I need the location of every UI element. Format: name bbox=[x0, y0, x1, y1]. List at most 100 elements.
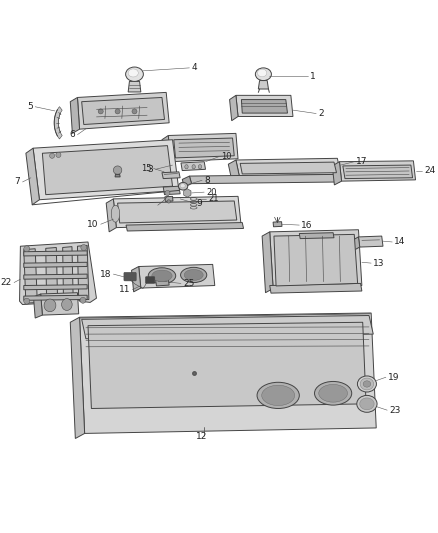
Polygon shape bbox=[24, 295, 87, 300]
Circle shape bbox=[81, 245, 87, 251]
Ellipse shape bbox=[198, 165, 201, 169]
Polygon shape bbox=[33, 140, 179, 200]
Circle shape bbox=[24, 246, 30, 252]
Ellipse shape bbox=[255, 68, 272, 80]
Circle shape bbox=[49, 154, 55, 158]
Polygon shape bbox=[54, 107, 62, 139]
Text: 10: 10 bbox=[221, 152, 232, 161]
Text: 5: 5 bbox=[27, 102, 33, 111]
Polygon shape bbox=[190, 174, 340, 184]
Text: 11: 11 bbox=[119, 285, 130, 294]
Polygon shape bbox=[352, 237, 360, 251]
Text: 23: 23 bbox=[389, 406, 401, 415]
Polygon shape bbox=[42, 146, 173, 195]
Polygon shape bbox=[24, 262, 87, 268]
Polygon shape bbox=[236, 95, 293, 117]
Text: 2: 2 bbox=[318, 109, 324, 118]
Polygon shape bbox=[358, 236, 383, 247]
FancyBboxPatch shape bbox=[124, 272, 136, 281]
Polygon shape bbox=[126, 223, 244, 231]
Ellipse shape bbox=[126, 67, 143, 82]
Text: 19: 19 bbox=[388, 373, 399, 382]
Polygon shape bbox=[78, 92, 169, 129]
Ellipse shape bbox=[357, 376, 376, 392]
Polygon shape bbox=[80, 313, 376, 433]
Text: 6: 6 bbox=[70, 130, 75, 139]
Polygon shape bbox=[270, 230, 362, 288]
Ellipse shape bbox=[314, 382, 352, 405]
Polygon shape bbox=[139, 264, 215, 288]
Polygon shape bbox=[181, 161, 205, 171]
Polygon shape bbox=[115, 174, 120, 177]
Ellipse shape bbox=[192, 165, 195, 169]
Polygon shape bbox=[33, 294, 42, 318]
Polygon shape bbox=[24, 249, 37, 303]
Polygon shape bbox=[24, 251, 87, 256]
Polygon shape bbox=[230, 95, 238, 120]
Ellipse shape bbox=[357, 395, 377, 413]
Polygon shape bbox=[81, 316, 373, 339]
Polygon shape bbox=[182, 176, 191, 187]
Ellipse shape bbox=[180, 184, 185, 188]
Circle shape bbox=[24, 298, 30, 304]
Polygon shape bbox=[343, 165, 413, 179]
Polygon shape bbox=[128, 82, 141, 92]
Text: 4: 4 bbox=[191, 63, 197, 72]
Polygon shape bbox=[162, 135, 170, 165]
Text: 17: 17 bbox=[357, 157, 368, 166]
Polygon shape bbox=[131, 266, 141, 292]
Polygon shape bbox=[241, 100, 287, 113]
Polygon shape bbox=[24, 274, 87, 279]
Ellipse shape bbox=[258, 69, 267, 77]
Text: 18: 18 bbox=[100, 270, 111, 279]
Polygon shape bbox=[24, 285, 87, 290]
Polygon shape bbox=[162, 172, 180, 179]
Circle shape bbox=[167, 200, 170, 203]
Polygon shape bbox=[117, 201, 237, 223]
Polygon shape bbox=[41, 293, 79, 315]
Text: 12: 12 bbox=[196, 432, 208, 441]
Polygon shape bbox=[46, 247, 57, 301]
Polygon shape bbox=[274, 235, 358, 286]
Text: 1: 1 bbox=[310, 72, 316, 81]
Polygon shape bbox=[78, 245, 89, 300]
Text: 3: 3 bbox=[148, 165, 153, 174]
Text: 10: 10 bbox=[87, 220, 99, 229]
Ellipse shape bbox=[178, 182, 188, 190]
Polygon shape bbox=[165, 196, 173, 201]
Polygon shape bbox=[63, 247, 73, 301]
Circle shape bbox=[113, 166, 122, 174]
Circle shape bbox=[115, 109, 120, 114]
Polygon shape bbox=[273, 222, 282, 227]
Polygon shape bbox=[163, 186, 180, 195]
Ellipse shape bbox=[185, 165, 188, 169]
Polygon shape bbox=[174, 138, 234, 158]
Polygon shape bbox=[299, 233, 334, 239]
Circle shape bbox=[56, 152, 61, 157]
Polygon shape bbox=[228, 160, 239, 180]
Polygon shape bbox=[155, 279, 169, 286]
Polygon shape bbox=[106, 199, 117, 232]
Polygon shape bbox=[168, 133, 238, 161]
Ellipse shape bbox=[180, 268, 207, 282]
Polygon shape bbox=[236, 158, 341, 176]
Text: 16: 16 bbox=[301, 221, 313, 230]
Circle shape bbox=[98, 109, 103, 114]
FancyBboxPatch shape bbox=[145, 277, 155, 284]
Text: 21: 21 bbox=[208, 195, 219, 204]
Polygon shape bbox=[240, 162, 336, 174]
Ellipse shape bbox=[257, 382, 299, 408]
Ellipse shape bbox=[111, 205, 120, 222]
Ellipse shape bbox=[128, 69, 138, 77]
Text: 15: 15 bbox=[141, 164, 152, 173]
Ellipse shape bbox=[184, 270, 203, 280]
Ellipse shape bbox=[148, 268, 176, 284]
Text: 9: 9 bbox=[197, 199, 202, 208]
Polygon shape bbox=[113, 196, 241, 228]
Ellipse shape bbox=[152, 270, 172, 281]
Polygon shape bbox=[258, 80, 268, 89]
Polygon shape bbox=[70, 98, 80, 133]
Text: 24: 24 bbox=[424, 166, 435, 175]
Polygon shape bbox=[262, 232, 273, 293]
Circle shape bbox=[80, 297, 86, 303]
